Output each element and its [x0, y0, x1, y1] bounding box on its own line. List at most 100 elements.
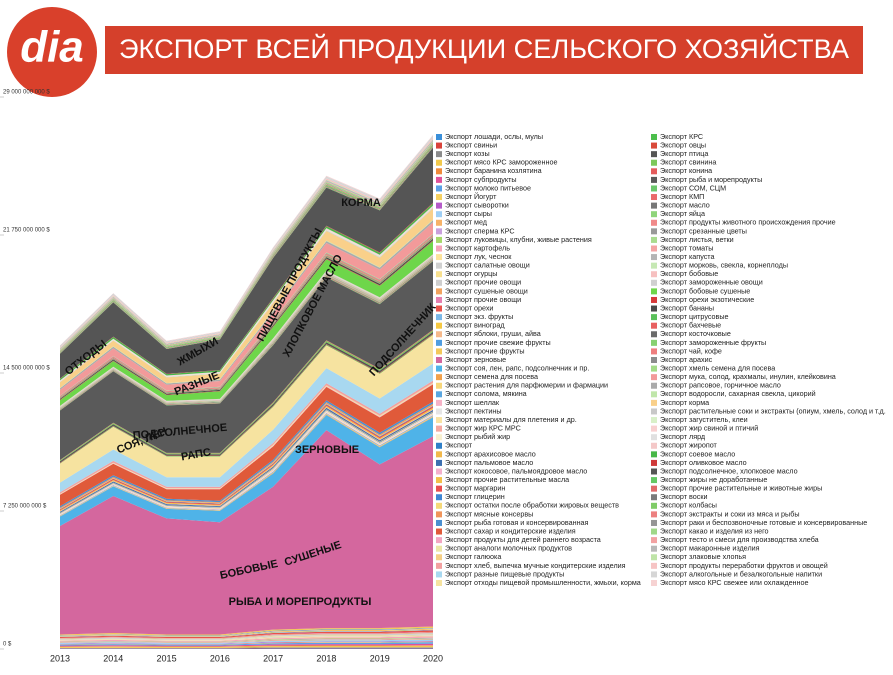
area	[60, 631, 433, 639]
x-tick-label: 2017	[263, 653, 283, 663]
legend-label: Экспорт рыба и морепродукты	[660, 175, 762, 184]
legend-label: Экспорт капуста	[660, 252, 715, 261]
legend-swatch	[436, 580, 442, 586]
legend-label: Экспорт козы	[445, 149, 490, 158]
legend-swatch	[436, 468, 442, 475]
area	[60, 633, 433, 640]
legend-swatch	[651, 494, 657, 501]
legend-label: Экспорт косточковые	[660, 329, 731, 338]
legend-label: Экспорт Йогурт	[445, 192, 497, 201]
legend-swatch	[651, 134, 657, 140]
legend-swatch	[436, 185, 442, 192]
legend-label: Экспорт СОМ, СЦМ	[660, 183, 726, 192]
legend-swatch	[436, 425, 442, 432]
legend-label: Экспорт свиньи	[445, 140, 497, 149]
area	[60, 639, 433, 644]
legend-swatch	[436, 211, 442, 218]
legend-swatch	[436, 159, 442, 166]
area	[60, 632, 433, 639]
legend-swatch	[436, 502, 442, 509]
legend-label: Экспорт огурцы	[445, 269, 497, 278]
legend-swatch	[436, 408, 442, 415]
legend-swatch	[436, 142, 442, 149]
legend-label: Экспорт прочие фрукты	[445, 346, 525, 355]
legend-swatch	[651, 168, 657, 175]
legend-swatch	[651, 219, 657, 226]
legend-label: Экспорт бобовые	[660, 269, 718, 278]
legend-label: Экспорт жиропот	[660, 441, 718, 450]
area	[60, 635, 433, 641]
legend-swatch	[436, 194, 442, 201]
legend-label: Экспорт экз. фрукты	[445, 312, 513, 321]
legend-swatch	[436, 494, 442, 501]
legend-label: Экспорт материалы для плетения и др.	[445, 415, 577, 424]
legend-swatch	[436, 168, 442, 175]
legend-swatch	[436, 245, 442, 252]
legend-swatch	[651, 194, 657, 201]
area	[60, 261, 433, 460]
legend-swatch	[651, 519, 657, 526]
legend-swatch	[651, 142, 657, 149]
legend-label: Экспорт мука, солод, крахмалы, инулин, к…	[660, 372, 836, 381]
y-tick-label: 7 250 000 000 $	[3, 504, 47, 510]
legend-swatch	[651, 254, 657, 261]
legend-swatch	[651, 459, 657, 466]
legend-swatch	[651, 485, 657, 492]
legend-label: Экспорт рапсовое, горчичное масло	[660, 381, 781, 390]
logo: dia	[20, 23, 84, 72]
legend-swatch	[651, 228, 657, 235]
legend-label: Экспорт бананы	[660, 303, 714, 312]
legend-label: Экспорт картофель	[445, 243, 510, 252]
legend-swatch	[651, 502, 657, 509]
legend-swatch	[436, 288, 442, 295]
legend-swatch	[436, 537, 442, 544]
legend-label: Экспорт КМП	[660, 192, 704, 201]
annotation: РЫБА И МОРЕПРОДУКТЫ	[229, 596, 372, 608]
legend-swatch	[436, 519, 442, 526]
legend-label: Экспорт яйца	[660, 209, 705, 218]
legend-label: Экспорт субпродукты	[445, 175, 517, 184]
x-tick-label: 2013	[50, 653, 70, 663]
legend-swatch	[436, 331, 442, 338]
legend-swatch	[651, 408, 657, 415]
legend-swatch	[436, 545, 442, 552]
legend-label: Экспорт овцы	[660, 140, 706, 149]
legend-label: Экспорт аналоги молочных продуктов	[445, 544, 572, 553]
legend-label: Экспорт продукты переработки фруктов и о…	[660, 561, 828, 570]
area	[60, 635, 433, 641]
legend-swatch	[436, 296, 442, 303]
legend-label: Экспорт глицерин	[445, 492, 505, 501]
legend-label: Экспорт растительные соки и экстракты (о…	[660, 406, 886, 415]
legend-label: Экспорт свинина	[660, 158, 716, 167]
x-tick-label: 2020	[423, 653, 443, 663]
legend-label: Экспорт листья, ветки	[660, 235, 734, 244]
legend-label: Экспорт сперма КРС	[445, 226, 515, 235]
legend-swatch	[651, 357, 657, 363]
legend-label: Экспорт салатные овощи	[445, 261, 530, 270]
legend-swatch	[651, 322, 657, 329]
legend-label: Экспорт арахис	[660, 355, 713, 364]
legend-swatch	[651, 391, 657, 398]
legend-swatch	[436, 322, 442, 329]
legend-label: Экспорт жиры не доработанные	[660, 475, 767, 484]
legend-swatch	[436, 228, 442, 235]
legend-label: Экспорт томаты	[660, 243, 713, 252]
legend-swatch	[651, 537, 657, 544]
legend-swatch	[651, 331, 657, 338]
legend-swatch	[436, 451, 442, 458]
legend-label: Экспорт шеллак	[445, 398, 500, 407]
legend-label: Экспорт прочие овощи	[445, 295, 521, 304]
legend-label: Экспорт тесто и смеси для производства х…	[660, 535, 819, 544]
legend-label: Экспорт разные пищевые продукты	[445, 569, 564, 578]
area	[60, 638, 433, 643]
legend-swatch	[651, 545, 657, 552]
legend-label: Экспорт экстракты и соки из мяса и рыбы	[660, 509, 799, 518]
legend-swatch	[436, 254, 442, 261]
legend-label: Экспорт птица	[660, 149, 708, 158]
legend-label: Экспорт замороженные фрукты	[660, 338, 766, 347]
legend-label: Экспорт прочие свежие фрукты	[445, 338, 551, 347]
y-tick-label: 21 750 000 000 $	[3, 228, 50, 234]
legend-label: Экспорт сыры	[445, 209, 492, 218]
area	[60, 645, 433, 648]
legend-swatch	[436, 134, 442, 140]
